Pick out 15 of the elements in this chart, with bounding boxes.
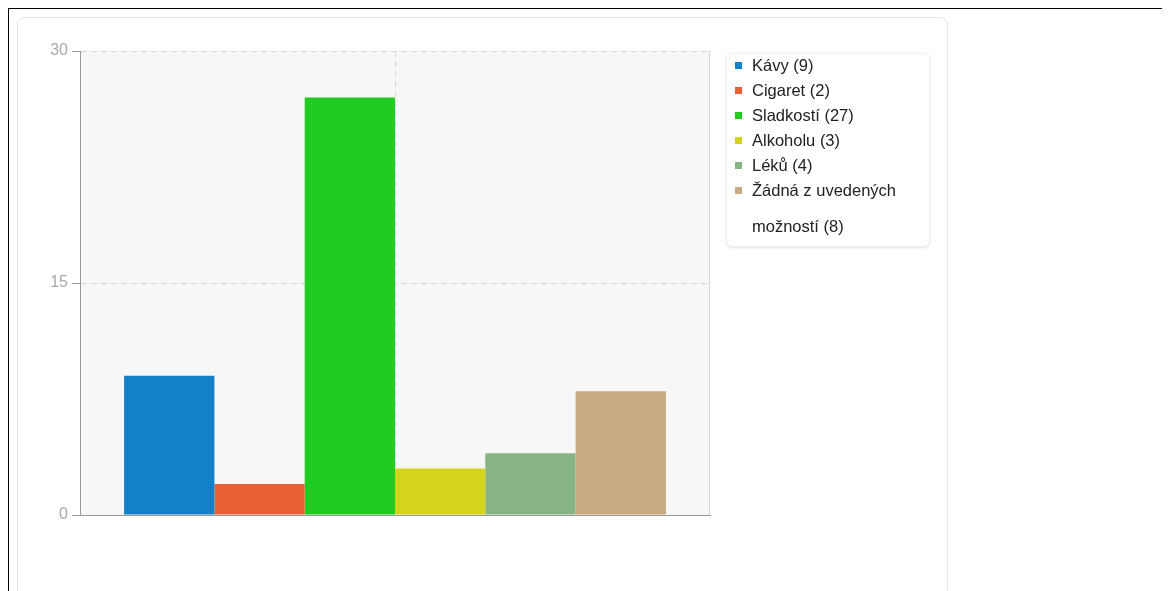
bar [124,375,215,515]
legend-label: Sladkostí (27) [752,106,854,124]
legend-label: Kávy (9) [752,56,814,74]
bar [575,391,666,515]
legend-label: Žádná z uvedených možností (8) [752,181,897,235]
legend-label: Léků (4) [752,156,813,174]
bar [395,468,486,515]
bar [485,453,576,515]
y-tick-label: 15 [50,273,69,291]
legend-label: Cigaret (2) [752,81,830,99]
y-tick-label: 30 [50,41,69,59]
bar [214,484,305,515]
legend-label: Alkoholu (3) [752,131,841,149]
bar [304,97,395,515]
y-tick-label: 0 [59,505,69,523]
